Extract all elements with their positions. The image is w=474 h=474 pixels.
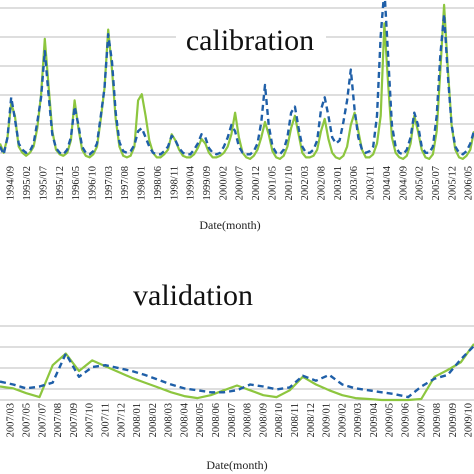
calibration-x-tick-label: 2003/01	[333, 166, 344, 200]
calibration-x-tick-label: 2000/07	[235, 166, 246, 200]
validation-series-dashed	[0, 345, 474, 399]
validation-x-tick-label: 2007/08	[53, 403, 64, 437]
validation-x-axis-label: Date(month)	[206, 458, 267, 472]
calibration-x-tick-label: 2005/12	[447, 166, 458, 200]
calibration-x-tick-label: 2000/02	[218, 166, 229, 200]
validation-x-tick-label: 2009/03	[353, 403, 364, 437]
calibration-x-tick-label: 1995/07	[38, 166, 49, 200]
validation-x-tick-label: 2009/02	[337, 403, 348, 437]
calibration-x-tick-label: 2001/10	[284, 166, 295, 200]
validation-x-tick-label: 2008/02	[148, 403, 159, 437]
calibration-x-tick-label: 2003/11	[366, 166, 377, 200]
calibration-series-dashed	[0, 0, 474, 156]
calibration-x-tick-label: 1997/08	[120, 166, 131, 200]
calibration-x-axis-label: Date(month)	[199, 218, 260, 232]
calibration-panel: calibration 1994/09 1995/02 1995/07 1995/12…	[0, 0, 474, 232]
validation-x-tick-label: 2008/04	[179, 402, 190, 437]
validation-x-tick-label: 2007/03	[6, 403, 17, 437]
validation-x-tick-label: 2008/07	[227, 403, 238, 437]
calibration-title: calibration	[186, 24, 314, 57]
validation-title-backdrop	[120, 280, 266, 312]
validation-x-tick-label: 2008/03	[164, 403, 175, 437]
validation-x-tick-label: 2009/06	[400, 403, 411, 437]
calibration-x-tick-label: 2004/09	[398, 166, 409, 200]
validation-x-tick-label: 2007/07	[37, 403, 48, 437]
validation-panel: validation 2007/03 2007/05 2007/07 2007/08 2…	[0, 279, 474, 472]
calibration-x-tick-label: 1997/03	[104, 166, 115, 200]
validation-x-tick-label: 2007/05	[21, 403, 32, 437]
calibration-x-tick-label: 1998/01	[137, 166, 148, 200]
calibration-x-tick-label: 2002/08	[316, 166, 327, 200]
validation-x-tick-label: 2008/10	[274, 403, 285, 437]
calibration-x-tick-label: 1995/02	[22, 166, 33, 200]
validation-x-tick-label: 2007/11	[100, 403, 111, 437]
validation-x-tick-label: 2009/05	[385, 403, 396, 437]
calibration-x-tick-label: 2003/06	[349, 166, 360, 200]
calibration-series	[0, 0, 474, 160]
validation-x-ticks: 2007/03 2007/05 2007/07 2007/08 2007/09 2007/…	[6, 402, 474, 437]
validation-x-tick-label: 2007/09	[69, 403, 80, 437]
validation-x-tick-label: 2008/09	[258, 403, 269, 437]
calibration-x-tick-label: 1994/09	[6, 166, 17, 200]
calibration-x-ticks: 1994/09 1995/02 1995/07 1995/12 1996/05 1996/…	[6, 165, 474, 200]
calibration-x-tick-label: 2002/03	[300, 166, 311, 200]
validation-x-tick-label: 2009/08	[432, 403, 443, 437]
validation-x-tick-label: 2008/05	[195, 403, 206, 437]
validation-x-tick-label: 2008/06	[211, 403, 222, 437]
calibration-x-tick-label: 1999/09	[202, 166, 213, 200]
calibration-x-tick-label: 2005/07	[431, 166, 442, 200]
validation-x-tick-label: 2008/12	[306, 403, 317, 437]
validation-x-tick-label: 2009/09	[448, 403, 459, 437]
validation-x-tick-label: 2009/07	[416, 403, 427, 437]
validation-x-tick-label: 2008/11	[290, 403, 301, 437]
calibration-x-tick-label: 2001/05	[267, 166, 278, 200]
validation-x-tick-label: 2007/12	[116, 403, 127, 437]
validation-title: validation	[133, 279, 253, 312]
validation-x-tick-label: 2009/04	[369, 402, 380, 437]
validation-x-tick-label: 2008/01	[132, 403, 143, 437]
validation-x-tick-label: 2009/10	[464, 403, 474, 437]
calibration-x-tick-label: 1996/10	[87, 166, 98, 200]
calibration-x-tick-label: 2000/12	[251, 166, 262, 200]
calibration-x-tick-label: 2005/02	[415, 166, 426, 200]
validation-x-tick-label: 2007/10	[85, 403, 96, 437]
calibration-x-tick-label: 1999/04	[186, 165, 197, 200]
calibration-x-tick-label: 1998/11	[169, 166, 180, 200]
calibration-x-tick-label: 1998/06	[153, 166, 164, 200]
validation-gridlines	[0, 325, 474, 401]
validation-series-solid	[0, 343, 474, 402]
validation-x-tick-label: 2008/08	[243, 403, 254, 437]
calibration-x-tick-label: 2006/05	[464, 166, 474, 200]
calibration-x-tick-label: 1995/12	[55, 166, 66, 200]
validation-series	[0, 343, 474, 402]
validation-x-tick-label: 2009/01	[322, 403, 333, 437]
calibration-x-tick-label: 2004/04	[382, 165, 393, 200]
calibration-x-tick-label: 1996/05	[71, 166, 82, 200]
calibration-title-backdrop	[176, 24, 326, 60]
